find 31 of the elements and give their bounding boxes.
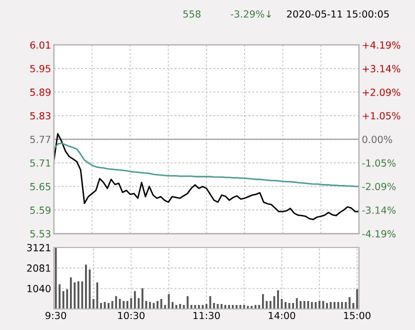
y-tick-label: 5.83 [30,112,50,120]
x-tick-label: 10:30 [118,312,145,320]
y2-tick-label: 0.00% [362,136,392,144]
text: 558 [183,10,200,18]
line-series [54,133,359,220]
y-tick-label: 1040 [27,284,51,292]
y2-tick-label: +4.19% [362,41,400,49]
y2-tick-label: +2.09% [362,88,400,96]
y-tick-label: 5.89 [30,88,50,96]
text: 2020-05-11 15:00:05 [287,10,389,18]
x-tick-label: 14:00 [268,312,296,320]
y2-tick-label: -3.14% [362,206,396,214]
y-tick-label: 5.95 [30,64,50,72]
y2-tick-label: +1.05% [362,112,400,120]
y2-tick-label: -1.05% [362,159,396,167]
x-tick-label: 9:30 [46,312,66,320]
y-tick-label: 2081 [27,264,50,272]
y-tick-label: 5.53 [30,230,50,238]
y-tick-label: 3121 [27,244,50,252]
y-tick-label: 5.71 [30,159,50,167]
y-tick-label: 5.59 [30,206,50,214]
y2-tick-label: -2.09% [362,182,396,190]
x-tick-label: 15:00 [344,312,370,320]
x-tick-label: 11:30 [194,312,220,320]
text: -3.29%↓ [230,10,271,18]
y-tick-label: 5.65 [30,182,50,190]
y-tick-label: 5.77 [30,136,50,144]
line-series [54,142,359,188]
y-tick-label: 6.01 [30,41,50,49]
y2-tick-label: -4.19% [362,230,396,238]
y2-tick-label: +3.14% [362,65,400,72]
